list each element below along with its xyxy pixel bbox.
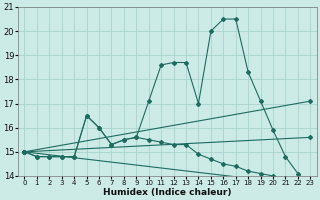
X-axis label: Humidex (Indice chaleur): Humidex (Indice chaleur) xyxy=(103,188,232,197)
